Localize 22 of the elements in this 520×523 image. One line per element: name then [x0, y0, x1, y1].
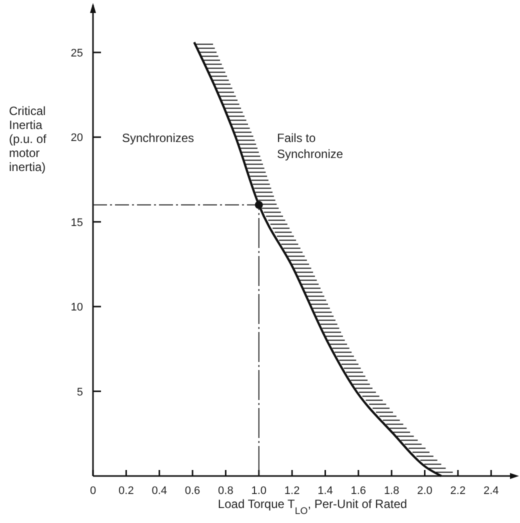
x-tick-label: 2.2 — [450, 485, 466, 497]
annotation: Synchronizes — [122, 131, 194, 145]
x-tick-label: 0.2 — [118, 485, 134, 497]
annotation: Fails to Synchronize — [277, 131, 344, 161]
x-tick-label: 1.0 — [251, 485, 267, 497]
x-tick-label: 0.8 — [218, 485, 234, 497]
x-axis-title: Load Torque T$_{LO}$, Per-Unit of Rated — [218, 497, 408, 516]
x-tick-label: 1.6 — [350, 485, 366, 497]
x-tick-label: 1.8 — [384, 485, 400, 497]
x-tick-label: 1.2 — [284, 485, 300, 497]
x-tick-label: 0.4 — [152, 485, 167, 497]
y-tick-label: 15 — [70, 216, 83, 229]
y-tick-label: 25 — [70, 47, 83, 60]
x-tick-label: 2.4 — [483, 485, 499, 497]
y-tick-label: 10 — [70, 302, 83, 314]
y-tick-label: 20 — [70, 132, 83, 144]
y-tick-label: 5 — [76, 386, 83, 398]
x-tick-label: 2.0 — [417, 485, 432, 497]
x-tick-label: 0 — [90, 485, 96, 497]
y-axis-title: Critical Inertia (p.u. of motor inertia) — [9, 104, 48, 174]
x-tick-label: 1.4 — [318, 485, 333, 497]
x-tick-label: 0.6 — [184, 485, 200, 497]
